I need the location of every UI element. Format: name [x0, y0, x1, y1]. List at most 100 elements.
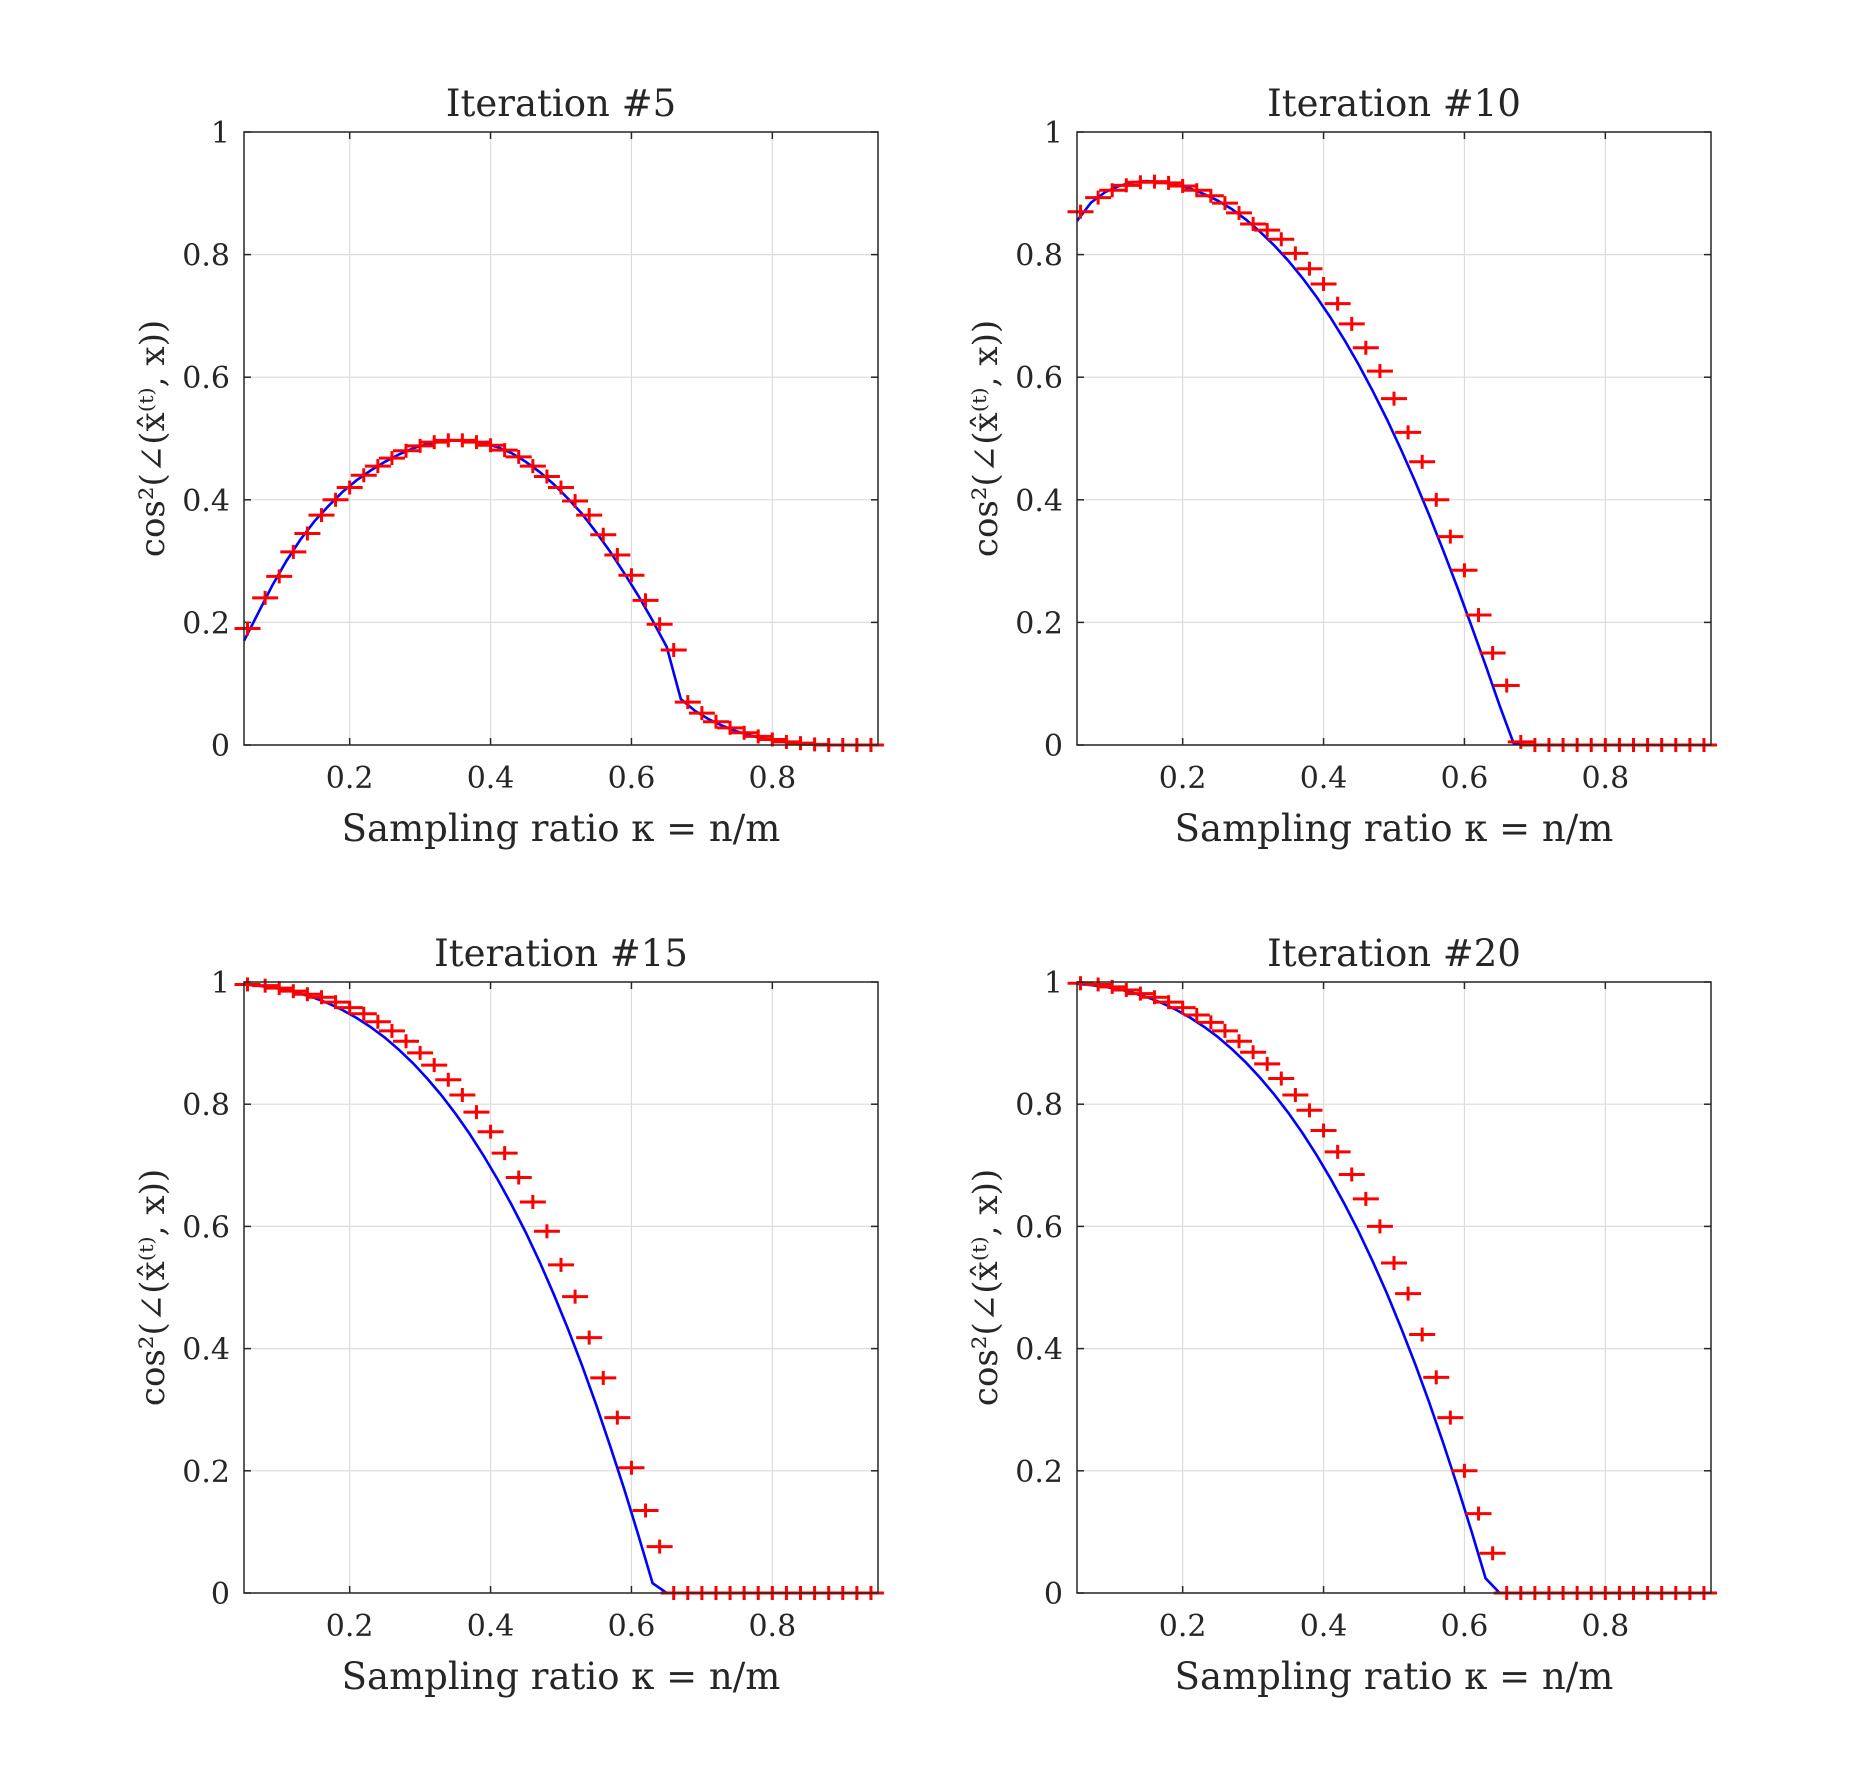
data-point-marker: [717, 720, 744, 735]
data-point-marker: [519, 459, 546, 474]
data-point-marker: [1099, 183, 1126, 198]
data-point-marker: [646, 1539, 673, 1554]
data-point-marker: [1155, 995, 1182, 1010]
y-tick-label: 1: [1044, 966, 1063, 1001]
data-point-marker: [533, 469, 560, 484]
data-point-marker: [1211, 1023, 1238, 1038]
data-point-marker: [350, 468, 377, 483]
y-tick-label: 0.6: [1015, 361, 1063, 396]
data-point-marker: [1067, 204, 1094, 219]
data-point-marker: [660, 642, 687, 657]
data-point-marker: [449, 433, 476, 448]
data-point-marker: [1127, 986, 1154, 1001]
x-tick-label: 0.6: [1441, 761, 1489, 796]
data-point-marker: [1296, 1103, 1323, 1118]
y-tick-label: 0: [211, 729, 230, 764]
data-point-marker: [294, 987, 321, 1002]
data-point-marker: [280, 984, 307, 999]
chart-title: Iteration #20: [1267, 932, 1521, 975]
data-point-marker: [632, 593, 659, 608]
x-tick-label: 0.8: [748, 761, 796, 796]
data-point-marker: [1310, 1123, 1337, 1138]
data-point-marker: [234, 621, 261, 636]
plot-area: [244, 132, 878, 745]
x-tick-label: 0.4: [1300, 761, 1348, 796]
data-point-marker: [1155, 175, 1182, 190]
subplot-iteration-10: 0.2 0.4 0.6 0.8 0 0.2 0.4 0.6 0.8 1 Iteration #10 S…: [966, 82, 1717, 850]
data-point-marker: [308, 990, 335, 1005]
data-point-marker: [618, 1460, 645, 1475]
data-point-marker: [1451, 563, 1478, 578]
y-tick-label: 0.8: [182, 239, 230, 274]
x-tick-label: 0.8: [1581, 761, 1629, 796]
data-point-marker: [688, 706, 715, 721]
data-point-marker: [519, 1194, 546, 1209]
data-point-marker: [1085, 977, 1112, 992]
data-point-marker: [1366, 364, 1393, 379]
data-point-marker: [421, 435, 448, 450]
data-point-marker: [590, 1370, 617, 1385]
data-point-marker: [280, 544, 307, 559]
chart-title: Iteration #10: [1267, 82, 1521, 125]
data-point-marker: [407, 438, 434, 453]
data-point-marker: [1226, 205, 1253, 220]
y-tick-label: 0.6: [182, 361, 230, 396]
data-point-marker: [463, 435, 490, 450]
x-tick-label: 0.8: [1581, 1609, 1629, 1644]
x-tick-label: 0.4: [1300, 1609, 1348, 1644]
data-point-marker: [505, 1170, 532, 1185]
axes-frame: [243, 131, 879, 746]
plot-area: [1077, 132, 1711, 745]
data-point-marker: [1085, 190, 1112, 205]
y-tick-label: 0.2: [1015, 1455, 1063, 1490]
y-tick-label: 0.2: [1015, 606, 1063, 641]
data-point-marker: [562, 494, 589, 509]
data-point-marker: [1381, 391, 1407, 406]
data-point-marker: [421, 1058, 448, 1073]
data-point-marker: [505, 449, 532, 464]
x-tick-label: 0.2: [326, 1609, 374, 1644]
x-tick-label: 0.2: [326, 761, 374, 796]
data-point-marker: [1282, 246, 1309, 261]
data-point-marker: [1211, 196, 1238, 211]
x-tick-label: 0.2: [1159, 1609, 1207, 1644]
data-point-marker: [604, 1410, 631, 1425]
data-point-marker: [308, 508, 335, 523]
y-tick-label: 0: [1044, 729, 1063, 764]
y-tick-label: 0.8: [182, 1088, 230, 1123]
data-point-marker: [1141, 990, 1168, 1005]
plot-area: [1077, 982, 1711, 1593]
y-tick-label: 0.8: [1015, 1088, 1063, 1123]
x-tick-label: 0.6: [608, 1609, 656, 1644]
data-point-marker: [1366, 1219, 1393, 1234]
y-tick-label: 0.4: [1015, 1333, 1063, 1368]
y-axis-label: cos²(∠(x̂⁽ᵗ⁾, x)): [966, 1169, 1006, 1406]
data-point-marker: [548, 480, 574, 495]
data-point-marker: [548, 1257, 574, 1272]
data-point-marker: [449, 1088, 476, 1103]
y-tick-label: 0.4: [1015, 484, 1063, 519]
data-point-marker: [632, 1503, 659, 1518]
data-point-marker: [1381, 1256, 1407, 1271]
data-point-marker: [1409, 454, 1436, 469]
data-point-marker: [1183, 1007, 1210, 1022]
y-axis-label: cos²(∠(x̂⁽ᵗ⁾, x)): [133, 320, 173, 557]
data-point-marker: [435, 1072, 462, 1087]
data-point-marker: [1423, 1370, 1450, 1385]
data-point-marker: [393, 1034, 420, 1049]
data-point-marker: [266, 981, 293, 996]
chart-title: Iteration #5: [446, 82, 676, 125]
data-point-marker: [336, 1000, 363, 1015]
data-point-marker: [1395, 1286, 1422, 1301]
data-point-marker: [252, 590, 279, 605]
data-point-marker: [322, 995, 349, 1010]
y-tick-label: 0.6: [1015, 1210, 1063, 1245]
x-axis-label: Sampling ratio κ = n/m: [342, 1655, 781, 1698]
x-tick-label: 0.8: [748, 1609, 796, 1644]
y-tick-label: 0.4: [182, 1333, 230, 1368]
y-tick-label: 1: [211, 966, 230, 1001]
data-point-marker: [1395, 425, 1422, 440]
data-point-marker: [562, 1289, 589, 1304]
axes-frame: [1076, 131, 1712, 746]
data-point-marker: [1479, 1546, 1506, 1561]
